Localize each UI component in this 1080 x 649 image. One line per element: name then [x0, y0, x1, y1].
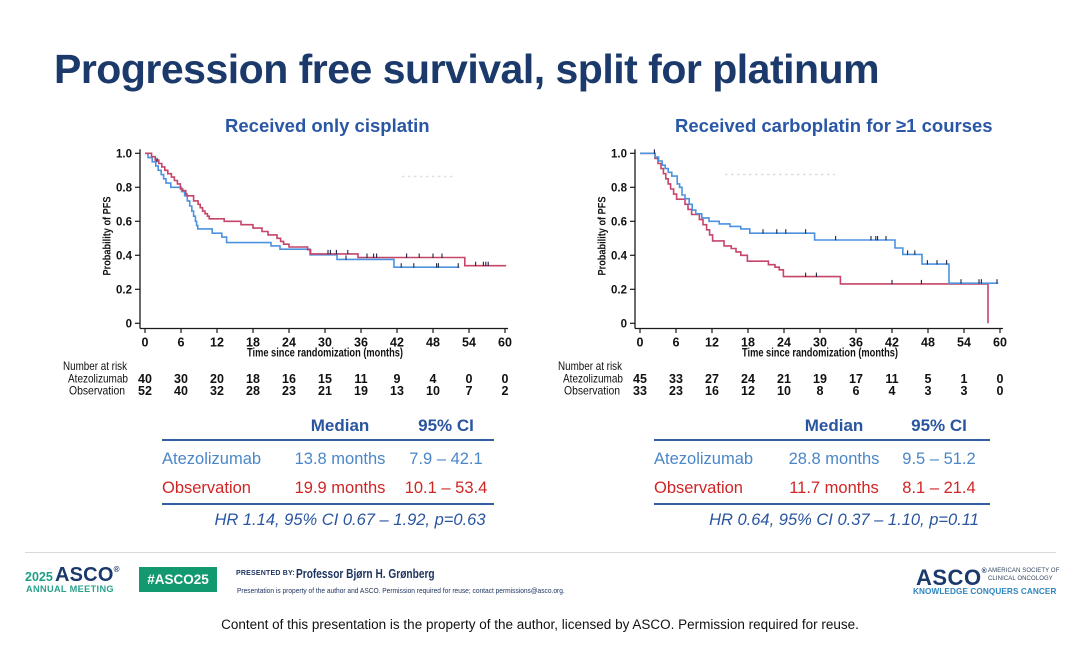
svg-text:19: 19 [813, 372, 827, 386]
svg-text:18: 18 [741, 335, 755, 349]
svg-text:52: 52 [138, 384, 152, 398]
svg-text:10: 10 [777, 384, 791, 398]
svg-text:15: 15 [318, 372, 332, 386]
svg-text:10: 10 [426, 384, 440, 398]
svg-text:33: 33 [633, 384, 647, 398]
svg-text:24: 24 [777, 335, 791, 349]
svg-text:1: 1 [961, 372, 968, 386]
svg-text:48: 48 [921, 335, 935, 349]
svg-text:Atezolizumab: Atezolizumab [563, 372, 623, 386]
svg-text:54: 54 [957, 335, 971, 349]
svg-text:0.4: 0.4 [116, 250, 133, 262]
svg-text:48: 48 [426, 335, 440, 349]
svg-text:33: 33 [669, 372, 683, 386]
svg-text:Probability of PFS: Probability of PFS [102, 197, 114, 276]
svg-text:0: 0 [466, 372, 473, 386]
svg-text:3: 3 [961, 384, 968, 398]
svg-text:Observation: Observation [69, 384, 125, 398]
svg-text:45: 45 [633, 372, 647, 386]
svg-text:4: 4 [889, 384, 896, 398]
svg-text:0: 0 [997, 384, 1004, 398]
svg-text:1.0: 1.0 [116, 148, 132, 160]
svg-text:0: 0 [621, 318, 627, 330]
svg-text:18: 18 [246, 335, 260, 349]
svg-text:40: 40 [138, 372, 152, 386]
svg-text:6: 6 [853, 384, 860, 398]
svg-text:5: 5 [925, 372, 932, 386]
svg-text:11: 11 [354, 372, 367, 386]
svg-text:16: 16 [282, 372, 296, 386]
svg-text:0.8: 0.8 [116, 182, 133, 194]
svg-text:11: 11 [885, 372, 898, 386]
svg-text:0.6: 0.6 [116, 216, 132, 228]
svg-text:21: 21 [318, 384, 332, 398]
svg-text:Number at risk: Number at risk [63, 359, 128, 373]
svg-text:8: 8 [817, 384, 824, 398]
svg-text:Time since randomization (mont: Time since randomization (months) [247, 348, 403, 360]
svg-text:0: 0 [126, 318, 132, 330]
svg-text:54: 54 [462, 335, 476, 349]
svg-text:40: 40 [174, 384, 188, 398]
svg-text:0.4: 0.4 [611, 250, 628, 262]
svg-text:0.8: 0.8 [611, 182, 628, 194]
svg-text:36: 36 [849, 335, 863, 349]
svg-text:28: 28 [246, 384, 260, 398]
svg-text:0: 0 [502, 372, 509, 386]
svg-text:1.0: 1.0 [611, 148, 627, 160]
svg-text:23: 23 [282, 384, 296, 398]
svg-text:12: 12 [210, 335, 224, 349]
svg-text:12: 12 [741, 384, 755, 398]
svg-text:32: 32 [210, 384, 224, 398]
svg-text:27: 27 [705, 372, 719, 386]
svg-text:0.2: 0.2 [611, 284, 627, 296]
svg-text:Atezolizumab: Atezolizumab [68, 372, 128, 386]
svg-text:0: 0 [637, 335, 644, 349]
svg-text:21: 21 [777, 372, 791, 386]
svg-text:13: 13 [390, 384, 404, 398]
svg-text:4: 4 [430, 372, 437, 386]
svg-text:23: 23 [669, 384, 683, 398]
svg-text:0.2: 0.2 [116, 284, 132, 296]
svg-text:20: 20 [210, 372, 224, 386]
svg-text:Time since randomization (mont: Time since randomization (months) [742, 348, 898, 360]
svg-text:3: 3 [925, 384, 932, 398]
svg-text:17: 17 [849, 372, 863, 386]
svg-text:12: 12 [705, 335, 719, 349]
svg-text:6: 6 [673, 335, 680, 349]
svg-text:0: 0 [142, 335, 149, 349]
svg-text:42: 42 [390, 335, 404, 349]
svg-text:0: 0 [997, 372, 1004, 386]
svg-text:Probability of PFS: Probability of PFS [597, 197, 609, 276]
svg-text:30: 30 [813, 335, 827, 349]
svg-text:24: 24 [741, 372, 755, 386]
svg-text:6: 6 [178, 335, 185, 349]
svg-text:36: 36 [354, 335, 368, 349]
svg-text:7: 7 [466, 384, 473, 398]
svg-text:60: 60 [993, 335, 1007, 349]
svg-text:0.6: 0.6 [611, 216, 627, 228]
svg-text:2: 2 [502, 384, 509, 398]
svg-text:42: 42 [885, 335, 899, 349]
svg-text:9: 9 [394, 372, 401, 386]
svg-text:24: 24 [282, 335, 296, 349]
svg-text:30: 30 [318, 335, 332, 349]
svg-text:60: 60 [498, 335, 512, 349]
svg-text:18: 18 [246, 372, 260, 386]
svg-text:Number at risk: Number at risk [558, 359, 623, 373]
svg-text:16: 16 [705, 384, 719, 398]
svg-text:19: 19 [354, 384, 368, 398]
svg-text:Observation: Observation [564, 384, 620, 398]
svg-text:30: 30 [174, 372, 188, 386]
